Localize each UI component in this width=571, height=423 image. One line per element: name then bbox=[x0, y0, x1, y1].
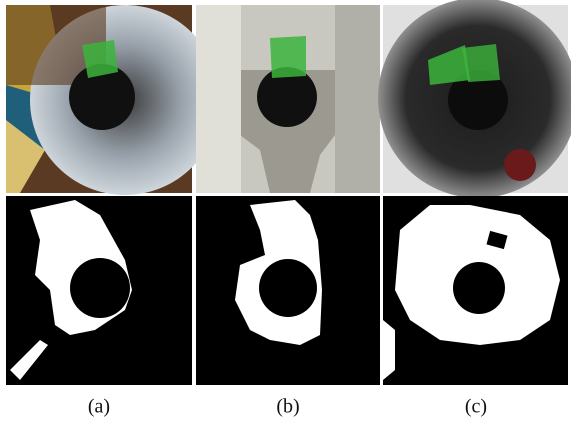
caption: (c) bbox=[465, 396, 487, 418]
mask-b bbox=[196, 196, 380, 385]
photo-a bbox=[6, 5, 220, 195]
photo-b bbox=[196, 5, 380, 193]
photo-c bbox=[378, 0, 571, 198]
caption: (a) bbox=[88, 396, 110, 418]
mask-c bbox=[383, 196, 568, 385]
mask-a bbox=[6, 196, 192, 385]
figure: (a) (b) (c) bbox=[0, 0, 571, 423]
caption: (b) bbox=[276, 396, 299, 418]
